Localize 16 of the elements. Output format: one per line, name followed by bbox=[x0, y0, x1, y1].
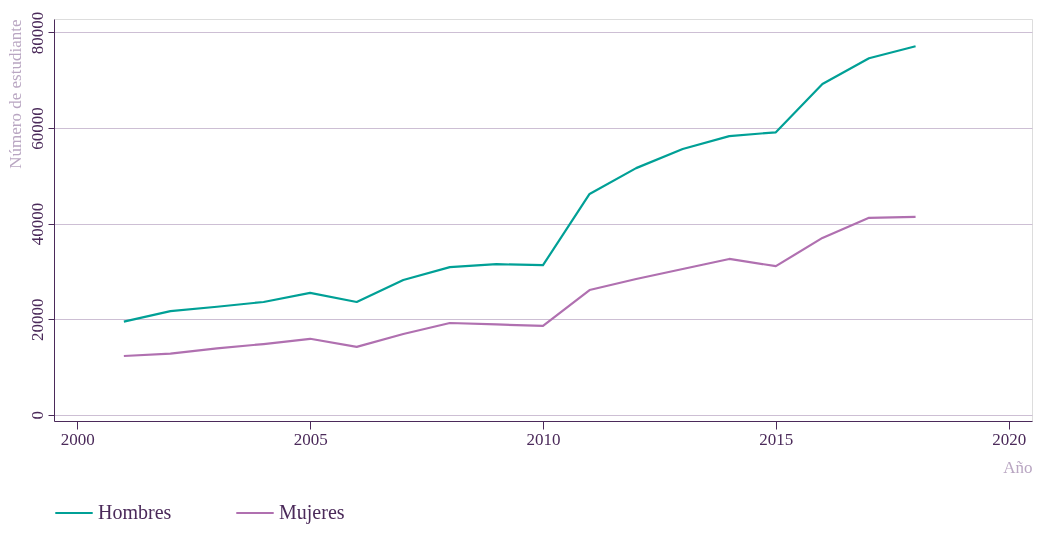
x-tick-label: 2015 bbox=[759, 429, 794, 449]
x-axis-title: Año bbox=[1003, 457, 1033, 477]
y-tick-label: 80000 bbox=[27, 11, 47, 55]
x-tick-label: 2005 bbox=[293, 429, 328, 449]
y-tick-label: 40000 bbox=[27, 202, 47, 246]
line-series bbox=[122, 45, 917, 323]
x-tick-label: 2000 bbox=[60, 429, 95, 449]
line-series bbox=[122, 215, 917, 358]
y-axis-title: Número de estudiante bbox=[5, 19, 25, 169]
legend-label: Mujeres bbox=[279, 501, 345, 524]
y-tick-label: 20000 bbox=[27, 298, 47, 341]
x-tick-label: 2020 bbox=[992, 429, 1027, 449]
y-tick-label: 0 bbox=[27, 411, 47, 420]
y-tick-label: 60000 bbox=[27, 107, 47, 150]
legend-label: Hombres bbox=[98, 501, 172, 523]
x-tick-label: 2010 bbox=[526, 429, 561, 449]
